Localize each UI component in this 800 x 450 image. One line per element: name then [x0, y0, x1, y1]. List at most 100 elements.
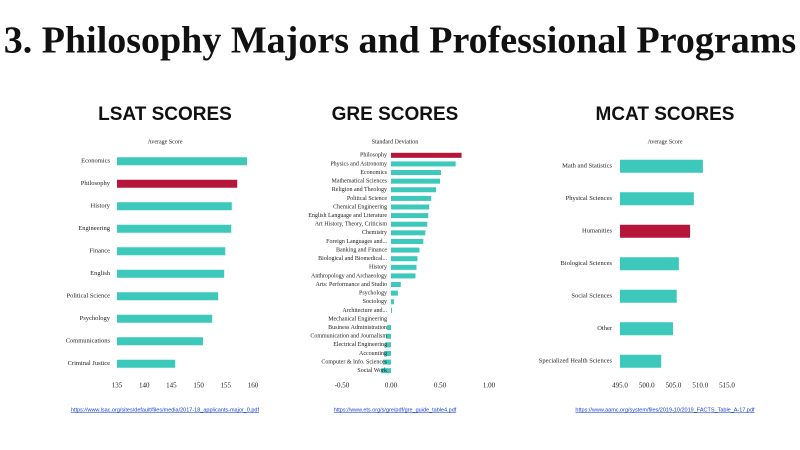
bar — [391, 264, 417, 270]
y-tick-label: Math and Statistics — [562, 163, 612, 170]
y-tick-label: Philosophy — [360, 153, 387, 159]
x-tick-label: 160 — [248, 382, 259, 390]
bar — [391, 195, 432, 201]
y-tick-label: Engineering — [78, 225, 111, 232]
bar — [620, 159, 703, 173]
bar — [391, 221, 428, 227]
y-tick-label: Political Science — [66, 293, 110, 300]
y-tick-label: Arts: Performance and Studio — [316, 281, 387, 288]
y-tick-label: Biological Sciences — [561, 260, 613, 267]
y-tick-label: Biological and Biomedical... — [318, 256, 387, 262]
y-tick-label: Foreign Languages and... — [326, 239, 387, 245]
bar — [117, 157, 248, 166]
y-tick-label: Mathematical Sciences — [332, 179, 388, 185]
y-tick-label: Economics — [81, 158, 110, 165]
bar — [391, 247, 420, 253]
y-tick-label: Political Science — [347, 196, 387, 202]
bar — [620, 257, 679, 271]
bar — [620, 224, 691, 238]
bar — [391, 178, 440, 184]
bar — [391, 187, 437, 193]
y-tick-label: English Language and Literature — [308, 213, 387, 219]
chart-title: LSAT SCORES — [98, 104, 232, 125]
y-tick-label: Computer & Info. Sciences — [321, 358, 387, 365]
bar — [620, 289, 677, 303]
y-tick-label: Accounting — [359, 351, 387, 357]
chart-title: GRE SCORES — [332, 104, 459, 125]
y-tick-label: Communications — [66, 338, 111, 345]
bar — [391, 282, 401, 288]
y-tick-label: Anthropology and Archaeology — [311, 273, 387, 279]
y-tick-label: History — [91, 203, 111, 210]
chart-title: MCAT SCORES — [596, 104, 735, 125]
y-tick-label: History — [369, 265, 387, 271]
y-tick-label: Psychology — [80, 315, 111, 322]
bar — [391, 256, 418, 262]
bar — [117, 224, 232, 233]
bar — [381, 368, 391, 374]
y-tick-label: Physical Sciences — [566, 195, 613, 202]
bar — [117, 292, 219, 301]
y-tick-label: Sociology — [363, 299, 387, 305]
y-tick-label: Chemical Engineering — [333, 204, 387, 210]
bar — [620, 322, 673, 336]
x-tick-label: 0.00 — [385, 382, 398, 390]
bar — [117, 269, 225, 278]
chart-subtitle: Standard Deviation — [372, 139, 419, 145]
y-tick-label: Mechanical Engineering — [328, 316, 387, 322]
y-tick-label: Psychology — [359, 291, 387, 297]
y-tick-label: Other — [597, 325, 613, 332]
y-tick-label: Philosophy — [81, 180, 111, 187]
x-tick-label: 505.0 — [666, 382, 682, 390]
y-tick-label: Communication and Journalism — [310, 334, 387, 340]
bar — [391, 230, 426, 236]
x-tick-label: 140 — [139, 382, 150, 390]
bar — [620, 354, 662, 368]
y-tick-label: Criminal Justice — [68, 360, 111, 367]
bar — [391, 152, 462, 158]
y-tick-label: Finance — [89, 248, 110, 255]
y-tick-label: English — [90, 270, 111, 277]
y-tick-label: Religion and Theology — [332, 187, 387, 193]
y-tick-label: Social Sciences — [571, 293, 612, 300]
source-link[interactable]: https://www.lsac.org/sites/default/files… — [71, 407, 259, 413]
bar — [383, 359, 391, 365]
source-link[interactable]: https://www.aamc.org/system/files/2019-1… — [575, 407, 755, 413]
x-tick-label: 510.0 — [692, 382, 708, 390]
x-tick-label: 145 — [166, 382, 177, 390]
bar — [391, 273, 416, 279]
source-link[interactable]: https://www.ets.org/s/gre/pdf/gre_guide_… — [334, 407, 457, 413]
y-tick-label: Architecture and... — [342, 308, 387, 314]
bar — [391, 238, 424, 244]
y-tick-label: Economics — [360, 170, 387, 176]
bar — [391, 161, 456, 167]
bar — [117, 337, 203, 346]
y-tick-label: Humanities — [582, 228, 612, 235]
chart-subtitle: Average Score — [647, 139, 682, 145]
bar — [385, 342, 391, 348]
slide-title: 3. Philosophy Majors and Professional Pr… — [4, 20, 796, 62]
x-tick-label: 500.0 — [639, 382, 655, 390]
y-tick-label: Specialized Health Sciences — [539, 358, 613, 365]
x-tick-label: 135 — [112, 382, 123, 390]
y-tick-label: Art History, Theory, Criticism — [315, 222, 388, 228]
x-tick-label: 155 — [221, 382, 232, 390]
y-tick-label: Banking and Finance — [336, 247, 387, 253]
y-tick-label: Electrical Engineering — [333, 342, 387, 348]
bar — [391, 307, 392, 313]
bar — [620, 192, 694, 206]
x-tick-label: 495.0 — [612, 382, 628, 390]
y-tick-label: Physics and Astronomy — [330, 161, 387, 167]
x-tick-label: 150 — [193, 382, 204, 390]
bar — [117, 359, 176, 368]
bar — [117, 247, 226, 256]
bar — [117, 314, 213, 323]
x-tick-label: -0.50 — [335, 382, 350, 390]
bar — [391, 213, 429, 219]
y-tick-label: Chemistry — [362, 230, 387, 236]
y-tick-label: Social Work — [357, 368, 387, 374]
bar — [387, 325, 391, 331]
bar — [391, 299, 394, 305]
chart-subtitle: Average Score — [147, 139, 182, 145]
